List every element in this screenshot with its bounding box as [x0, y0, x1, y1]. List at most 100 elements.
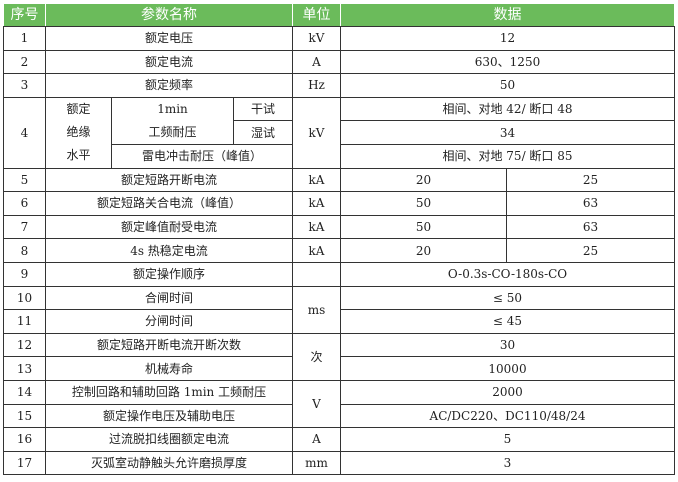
- value-20ka-variant: 20: [340, 238, 507, 263]
- value: ≤ 45: [340, 309, 675, 334]
- unit: ms: [292, 285, 341, 334]
- table-row: 17 灭弧室动静触头允许磨损厚度 mm 3: [3, 450, 675, 476]
- table-row: 14 控制回路和辅助回路 1min 工频耐压 V 2000: [3, 379, 675, 429]
- unit: A: [292, 427, 341, 452]
- header-data: 数据: [340, 3, 675, 27]
- row-number: 17: [3, 450, 46, 476]
- table-row: 5 额定短路开断电流 kA 20 25: [3, 167, 675, 193]
- table-row: 16 过流脱扣线圈额定电流 A 5: [3, 427, 675, 452]
- table-row: 1 额定电压 kV 12: [3, 26, 675, 51]
- unit: mm: [292, 450, 341, 476]
- value: 30: [340, 332, 675, 358]
- unit: kA: [292, 191, 341, 216]
- parameter-name: 额定电流: [45, 49, 293, 75]
- table-row: 湿试 34: [4, 120, 675, 145]
- table-row: 13 机械寿命 10000: [3, 356, 675, 381]
- unit: A: [292, 49, 341, 75]
- row-number: 5: [3, 167, 46, 193]
- unit: kV: [292, 26, 341, 51]
- row-number: 12: [3, 332, 46, 358]
- header-row: 序号 参数名称 单位 数据: [3, 3, 675, 27]
- parameter-name: 分闸时间: [45, 309, 293, 334]
- row-number: 3: [3, 73, 46, 98]
- table-row: 11 分闸时间 ≤ 45: [3, 309, 675, 334]
- parameter-name: 额定电压: [45, 26, 293, 51]
- value-25ka-variant: 25: [506, 238, 675, 263]
- value-25ka-variant: 63: [506, 191, 675, 216]
- value-20ka-variant: 20: [340, 167, 507, 193]
- table-row: 10 合闸时间 ms ≤ 50: [3, 285, 675, 334]
- parameter-name: 控制回路和辅助回路 1min 工频耐压: [45, 379, 293, 405]
- value: O-0.3s-CO-180s-CO: [340, 261, 675, 287]
- parameters-table: 序号 参数名称 单位 数据 1 额定电压 kV 12 2 额定电流 A 630、1250 3 额定…: [3, 3, 675, 476]
- group-line: 绝缘: [66, 125, 91, 140]
- unit: kA: [292, 238, 341, 263]
- parameter-name: 额定短路关合电流（峰值）: [45, 191, 293, 216]
- group-line: 额定: [66, 102, 91, 117]
- wet-test-label: 湿试: [233, 120, 293, 145]
- table-row: 2 额定电流 A 630、1250: [3, 49, 675, 75]
- parameter-name: 额定操作电压及辅助电压: [45, 403, 293, 429]
- parameter-name: 4s 热稳定电流: [45, 238, 293, 263]
- value: 12: [340, 26, 675, 51]
- value: AC/DC220、DC110/48/24: [340, 403, 675, 429]
- parameter-name: 额定操作顺序: [45, 261, 293, 287]
- value: 10000: [340, 356, 675, 381]
- pf-line: 1min: [157, 101, 188, 116]
- unit: V: [292, 379, 341, 429]
- pf-line: 工频耐压: [148, 124, 197, 139]
- header-name: 参数名称: [45, 3, 293, 27]
- table-row: 4 额定绝缘水平 1min 工频耐压 干试 kV 相间、对地 42/ 断口 48: [3, 96, 675, 169]
- parameter-name: 额定短路开断电流: [45, 167, 293, 193]
- table-row: 雷电冲击耐压（峰值） 相间、对地 75/ 断口 85: [4, 143, 675, 169]
- unit: 次: [292, 332, 341, 381]
- table-row: 3 额定频率 Hz 50: [3, 73, 675, 98]
- table-row: 8 4s 热稳定电流 kA 20 25: [3, 238, 675, 263]
- unit: kA: [292, 167, 341, 193]
- value-25ka-variant: 63: [506, 214, 675, 240]
- value: 5: [340, 427, 675, 452]
- value-20ka-variant: 50: [340, 191, 507, 216]
- row-number: 6: [3, 191, 46, 216]
- value-20ka-variant: 50: [340, 214, 507, 240]
- value: 34: [340, 120, 675, 145]
- parameter-name: 额定峰值耐受电流: [45, 214, 293, 240]
- table-row: 9 额定操作顺序 O-0.3s-CO-180s-CO: [3, 261, 675, 287]
- row-number: 16: [3, 427, 46, 452]
- row-number: 15: [3, 403, 46, 429]
- header-unit: 单位: [292, 3, 341, 27]
- row-number: 11: [3, 309, 46, 334]
- parameter-name: 额定短路开断电流开断次数: [45, 332, 293, 358]
- value: 相间、对地 42/ 断口 48: [340, 96, 675, 122]
- table-row: 15 额定操作电压及辅助电压 AC/DC220、DC110/48/24: [3, 403, 675, 429]
- unit: kV: [292, 96, 341, 169]
- row-number: 10: [3, 285, 46, 311]
- lightning-impulse-label: 雷电冲击耐压（峰值）: [111, 143, 293, 169]
- header-no: 序号: [3, 3, 46, 27]
- insulation-level-label: 额定 绝缘 水平: [45, 96, 112, 169]
- value-25ka-variant: 25: [506, 167, 675, 193]
- value: 2000: [340, 379, 675, 405]
- parameter-name: 合闸时间: [45, 285, 293, 311]
- dry-test-label: 干试: [233, 96, 293, 122]
- power-frequency-label: 1min 工频耐压: [111, 96, 234, 145]
- row-number: 7: [3, 214, 46, 240]
- table-row: 12 额定短路开断电流开断次数次 30: [3, 332, 675, 381]
- table-row: 7 额定峰值耐受电流 kA 50 63: [3, 214, 675, 240]
- unit: [292, 261, 341, 287]
- value: 50: [340, 73, 675, 98]
- unit: Hz: [292, 73, 341, 98]
- parameter-name: 额定频率: [45, 73, 293, 98]
- value: ≤ 50: [340, 285, 675, 311]
- row-number: 2: [3, 49, 46, 75]
- group-line: 水平: [66, 148, 91, 163]
- row-number: 8: [3, 238, 46, 263]
- row-number: 13: [3, 356, 46, 381]
- value: 3: [340, 450, 675, 476]
- row-number: 14: [3, 379, 46, 405]
- row-number: 4: [3, 96, 46, 169]
- value: 相间、对地 75/ 断口 85: [340, 143, 675, 169]
- parameter-name: 过流脱扣线圈额定电流: [45, 427, 293, 452]
- row-number: 1: [3, 26, 46, 51]
- unit: kA: [292, 214, 341, 240]
